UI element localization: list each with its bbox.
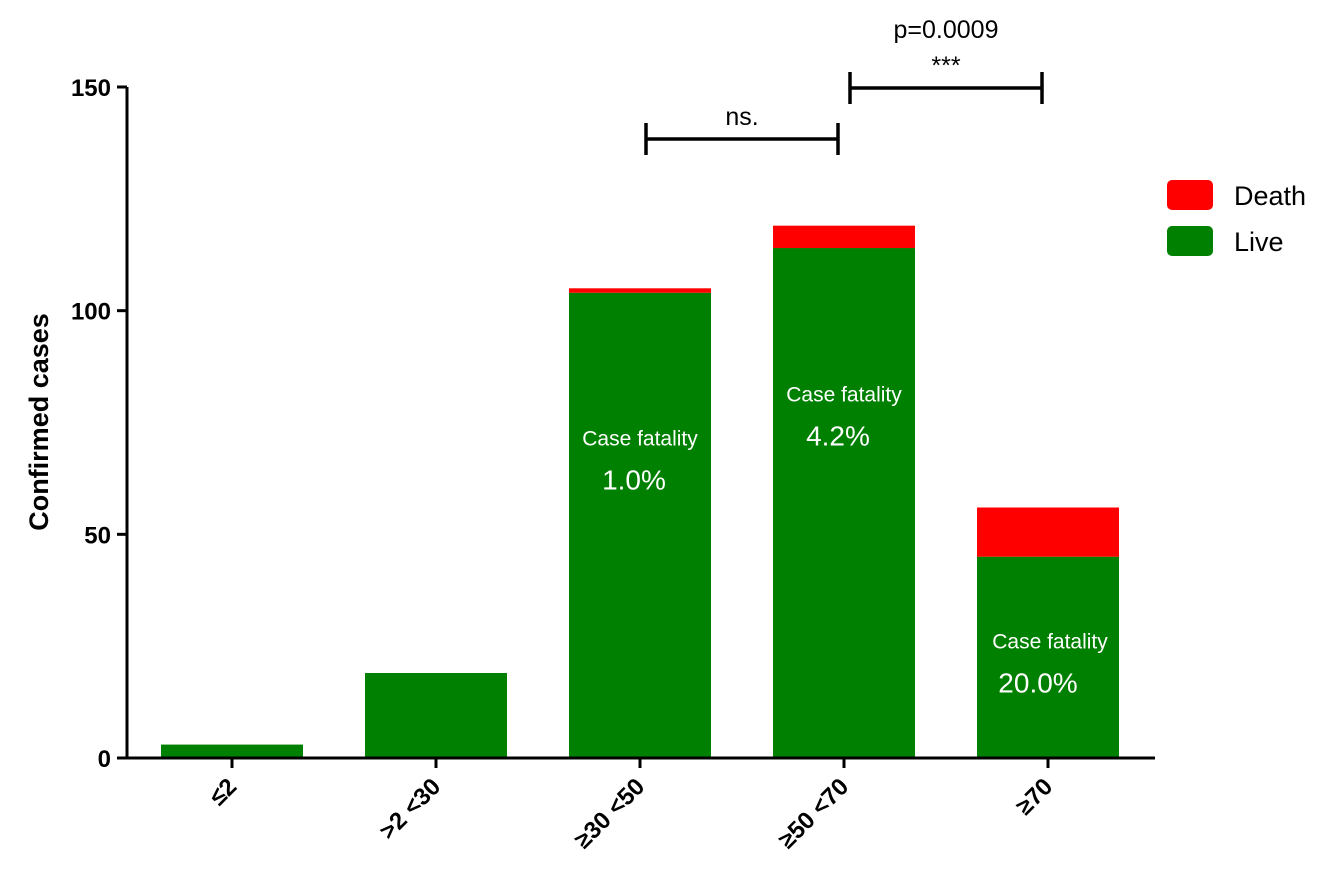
case-fatality-label: Case fatality — [786, 384, 902, 407]
legend-swatch-live — [1167, 226, 1213, 256]
p-value-label: p=0.0009 — [894, 16, 999, 44]
bar-death-2 — [569, 288, 711, 293]
y-tick-label: 50 — [84, 522, 111, 549]
significance-label: *** — [931, 52, 960, 80]
bar-live-2 — [569, 292, 711, 758]
bar-death-4 — [977, 507, 1119, 557]
legend-label-live: Live — [1234, 227, 1284, 257]
y-tick-label: 0 — [98, 746, 111, 773]
y-tick-label: 150 — [71, 75, 111, 102]
bar-live-4 — [977, 556, 1119, 758]
bar-live-0 — [161, 744, 303, 758]
case-fatality-value: 20.0% — [998, 668, 1077, 699]
legend: Death Live — [1167, 180, 1306, 257]
x-tick-label: ˃2 ˂30 — [374, 773, 446, 845]
bar-live-3 — [773, 248, 915, 759]
significance-label: ns. — [725, 103, 758, 131]
y-axis-label: Confirmed cases — [24, 313, 54, 531]
case-fatality-value: 4.2% — [806, 421, 870, 452]
x-tick-label: ≥70 — [1011, 773, 1058, 820]
case-fatality-label: Case fatality — [992, 631, 1108, 654]
plot-area: 0 50 100 150 ≤2 ˃2 ˂30 ≥30 ˂50 ≥50 ˂70 ≥70 Case f… — [71, 16, 1155, 854]
x-tick-label: ≥30 ˂50 — [569, 773, 650, 854]
y-tick-label: 100 — [71, 299, 111, 326]
bar-death-3 — [773, 225, 915, 249]
case-fatality-value: 1.0% — [602, 464, 666, 495]
legend-swatch-death — [1167, 180, 1213, 210]
bar-live-1 — [365, 673, 507, 758]
case-fatality-label: Case fatality — [582, 427, 698, 450]
legend-label-death: Death — [1234, 181, 1306, 211]
x-tick-label: ≤2 — [204, 773, 242, 811]
x-tick-label: ≥50 ˂70 — [773, 773, 854, 854]
